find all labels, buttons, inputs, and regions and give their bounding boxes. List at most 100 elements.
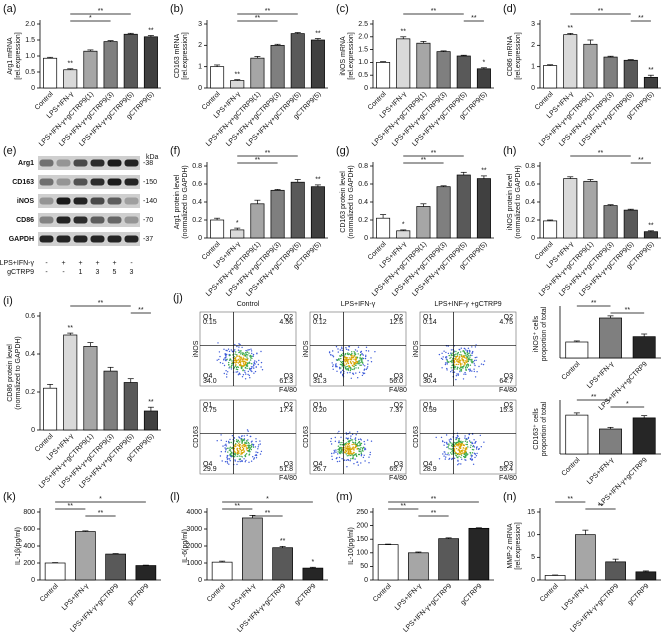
- flow-event: [469, 364, 472, 366]
- error-bar: [234, 227, 241, 230]
- flow-event: [245, 358, 247, 360]
- flow-event: [339, 450, 341, 452]
- flow-event: [451, 361, 453, 363]
- bracket-label: **: [471, 15, 477, 22]
- flow-event: [354, 359, 357, 361]
- flow-event: [466, 443, 468, 446]
- bracket-label: **: [431, 8, 437, 15]
- flow-event: [471, 346, 473, 348]
- flow-event: [449, 438, 452, 440]
- bar: [123, 382, 138, 431]
- flow-event: [363, 454, 365, 456]
- bar: [63, 69, 78, 89]
- flow-event: [460, 366, 463, 368]
- flow-event: [235, 368, 238, 370]
- condition-label: gCTRP9: [7, 269, 34, 276]
- flow-event: [451, 453, 453, 455]
- y-axis-label: IL-1β(pg/ml): [15, 527, 22, 565]
- flow-event: [229, 450, 232, 452]
- flow-event: [225, 355, 227, 357]
- error-bar: [47, 384, 54, 389]
- y-tick-label: 1.5: [358, 46, 368, 53]
- y-tick-label: 0.2: [358, 217, 368, 224]
- flow-event: [361, 353, 363, 355]
- bar: [583, 43, 598, 89]
- flow-event: [353, 355, 355, 357]
- bracket-label: *: [99, 496, 102, 503]
- flow-event: [237, 374, 240, 376]
- flow-event: [245, 349, 247, 352]
- flow-event: [237, 441, 239, 443]
- flow-event: [239, 444, 241, 446]
- flow-event: [451, 457, 454, 460]
- flow-event: [336, 366, 338, 368]
- flow-event: [351, 447, 353, 449]
- flow-event: [360, 452, 362, 455]
- flow-event: [357, 353, 359, 355]
- quadrant-name: Q4: [203, 373, 212, 380]
- flow-event: [464, 371, 466, 374]
- flow-event: [455, 378, 457, 381]
- flow-event: [239, 447, 241, 450]
- flow-event: [348, 454, 350, 457]
- flow-event: [346, 365, 348, 368]
- significance-label: **: [315, 30, 321, 37]
- flow-event: [337, 453, 339, 455]
- flow-event: [348, 441, 350, 444]
- flow-event: [469, 458, 472, 460]
- flow-event: [238, 452, 240, 455]
- flow-event: [237, 349, 240, 351]
- blot-size-label: -150: [143, 179, 157, 186]
- flow-event: [246, 356, 248, 358]
- flow-event: [362, 357, 365, 360]
- flow-event: [235, 366, 238, 369]
- quadrant-value: 61.3: [279, 378, 293, 385]
- flow-event: [340, 361, 343, 364]
- flow-event: [343, 451, 346, 453]
- flow-event: [249, 435, 251, 438]
- error-bar: [214, 217, 221, 220]
- flow-event: [460, 354, 462, 356]
- significance-label: **: [315, 177, 321, 184]
- flow-event: [250, 370, 252, 372]
- y-tick-label: 0.6: [358, 181, 368, 188]
- bar: [377, 544, 399, 581]
- flow-event: [347, 358, 349, 361]
- blot-size-label: -140: [143, 198, 157, 205]
- flow-event: [248, 349, 250, 351]
- error-bar: [607, 204, 614, 206]
- flow-event: [226, 373, 228, 375]
- flow-frame: [199, 399, 297, 475]
- flow-event: [246, 429, 249, 431]
- y-tick-label: 1.0: [25, 53, 35, 60]
- flow-event: [445, 456, 447, 458]
- flow-event: [448, 454, 450, 456]
- bracket-label: **: [431, 510, 437, 517]
- flow-event: [241, 376, 244, 378]
- flow-event: [220, 439, 222, 441]
- quadrant-name: Q1: [313, 402, 322, 409]
- flow-event: [467, 365, 470, 367]
- y-tick-label: 0.8: [525, 163, 535, 170]
- flow-event: [259, 443, 261, 445]
- flow-event: [257, 446, 259, 448]
- flow-event: [244, 363, 246, 366]
- y-axis-label: (normalized to GAPDH): [348, 165, 355, 239]
- x-tick-label: Control: [539, 582, 560, 603]
- quadrant-value: 26.7: [313, 466, 327, 473]
- blot-band: [73, 235, 88, 243]
- flow-event: [454, 358, 456, 361]
- flow-event: [361, 360, 363, 363]
- flow-event: [332, 354, 334, 357]
- flow-event: [455, 438, 457, 441]
- flow-event: [237, 366, 240, 368]
- flow-event: [454, 368, 456, 370]
- flow-event: [470, 360, 472, 362]
- flow-event: [337, 348, 339, 350]
- flow-event: [467, 359, 470, 361]
- flow-event: [459, 370, 461, 373]
- y-tick-label: 800: [23, 509, 35, 516]
- y-tick-label: 0.2: [192, 217, 202, 224]
- flow-event: [249, 359, 252, 361]
- flow-event: [244, 442, 246, 445]
